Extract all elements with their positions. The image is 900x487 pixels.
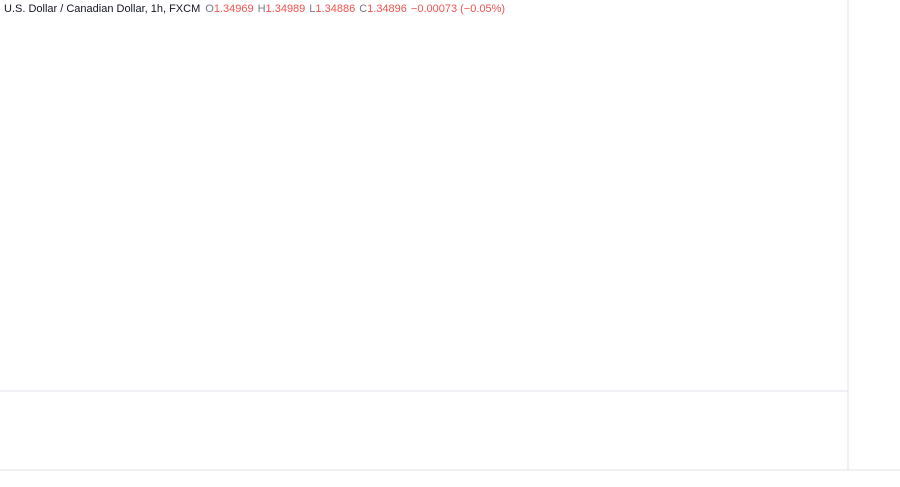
ohlc-value: 1.34969	[214, 3, 254, 15]
ohlc-key: O	[205, 3, 214, 15]
ohlc-key: H	[258, 3, 266, 15]
ohlc-value: 1.34989	[266, 3, 306, 15]
ohlc-value: 1.34886	[315, 3, 355, 15]
legend-header: U.S. Dollar / Canadian Dollar, 1h, FXCM O…	[4, 3, 505, 15]
change: −0.00073 (−0.05%)	[411, 3, 505, 15]
ohlc-key: C	[359, 3, 367, 15]
symbol: U.S. Dollar / Canadian Dollar, 1h, FXCM	[4, 3, 200, 15]
ohlc-value: 1.34896	[367, 3, 407, 15]
ohlc-key: L	[309, 3, 315, 15]
